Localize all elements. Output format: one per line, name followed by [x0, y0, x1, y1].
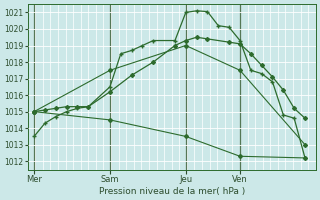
X-axis label: Pression niveau de la mer( hPa ): Pression niveau de la mer( hPa ): [99, 187, 245, 196]
